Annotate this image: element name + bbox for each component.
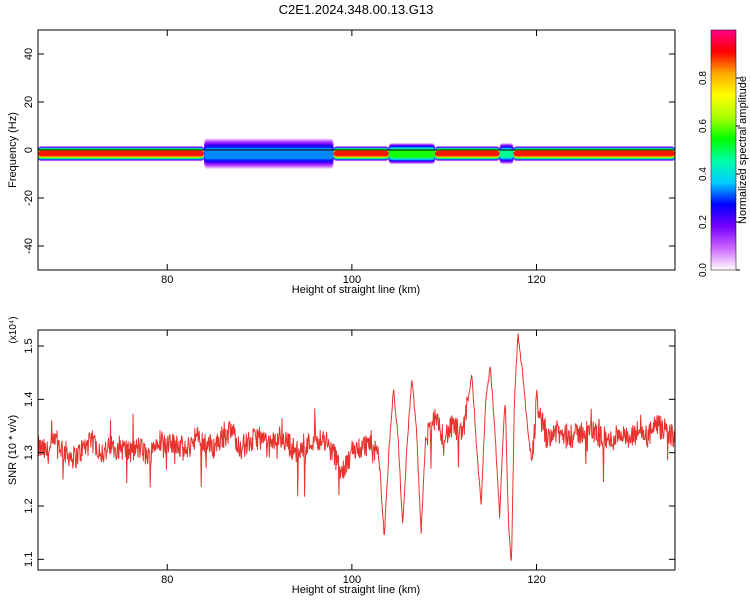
band-segment-0-level-1 <box>38 150 205 157</box>
y-tick-label: 1.4 <box>23 392 35 407</box>
snr-x-axis-label: Height of straight line (km) <box>292 584 420 596</box>
y-tick-label: 1.2 <box>23 498 35 513</box>
figure-title: C2E1.2024.348.00.13.G13 <box>279 2 434 17</box>
x-tick-label: 80 <box>161 274 173 286</box>
x-tick-label: 100 <box>343 574 361 586</box>
spectrogram-x-axis-label: Height of straight line (km) <box>292 284 420 296</box>
band-segment-2-level-1 <box>333 150 389 157</box>
y-tick-label: 1.5 <box>23 338 35 353</box>
spectrogram-x-ticks: 80 100 120 <box>161 30 546 286</box>
y-tick-label: -20 <box>23 190 35 206</box>
spectrogram-panel: 80 100 120 -40 -20 0 20 40 Height of straight … <box>7 29 676 296</box>
colorbar-swatch <box>710 29 737 271</box>
x-tick-label: 120 <box>527 574 545 586</box>
band-segment-6-level-1 <box>513 150 675 157</box>
y-tick-label: 1.3 <box>23 445 35 460</box>
colorbar-label: Normalized spectral amplitude <box>737 76 749 224</box>
y-tick-label: 40 <box>23 48 35 60</box>
band-segment-3-level-1 <box>388 149 435 158</box>
x-tick-label: 100 <box>343 274 361 286</box>
snr-panel: 80 100 120 1.1 1.2 1.3 1.4 1.5 Height of strai… <box>7 316 676 596</box>
y-tick-label: 20 <box>23 96 35 108</box>
snr-y-axis-label: SNR (10 * v/v) <box>7 415 19 485</box>
band-segment-1-level-1 <box>204 148 334 160</box>
spectrogram-image <box>38 138 675 169</box>
spectrogram-y-axis-label: Frequency (Hz) <box>7 112 19 188</box>
band-segment-5-level-1 <box>499 149 514 158</box>
colorbar-tick-label: 0.2 <box>698 215 709 229</box>
snr-y-multiplier: (x10⁴) <box>8 316 19 343</box>
band-segment-4-level-1 <box>434 150 500 157</box>
snr-series-line <box>38 333 675 561</box>
spectrogram-y-ticks: -40 -20 0 20 40 <box>23 48 675 254</box>
y-tick-label: -40 <box>23 238 35 254</box>
y-tick-label: 1.1 <box>23 552 35 567</box>
colorbar-tick-label: 0.8 <box>698 71 709 85</box>
colorbar-ticks: 0.0 0.2 0.4 0.6 0.8 <box>698 71 740 277</box>
colorbar-tick-label: 0.4 <box>698 167 709 181</box>
colorbar: 0.0 0.2 0.4 0.6 0.8 Normalized spectral ampl… <box>698 29 749 277</box>
colorbar-tick-label: 0.0 <box>698 263 709 277</box>
x-tick-label: 80 <box>161 574 173 586</box>
colorbar-tick-label: 0.6 <box>698 119 709 133</box>
snr-frame <box>37 329 676 571</box>
snr-y-ticks: 1.1 1.2 1.3 1.4 1.5 <box>23 338 675 567</box>
x-tick-label: 120 <box>527 274 545 286</box>
snr-x-ticks: 80 100 120 <box>161 330 546 586</box>
y-tick-label: 0 <box>23 147 35 153</box>
